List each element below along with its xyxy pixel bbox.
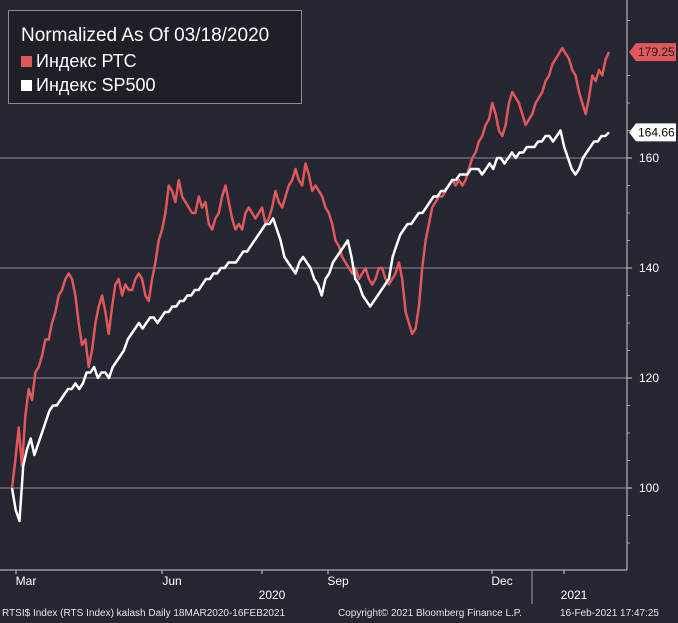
legend: Normalized As Of 03/18/2020 Индекс РТС И… [8,10,302,104]
x-tick-label: Sep [327,574,349,588]
x-tick-label: 2020 [259,588,286,602]
last-value-tag-1: 164.66 [629,123,676,142]
footer-copyright: Copyright© 2021 Bloomberg Finance L.P. [338,608,522,619]
chart-canvas: 100 120 140 160 Mar Jun 2020 Sep Dec 2021 179.25 16… [0,0,676,604]
legend-item-rts: Индекс РТС [21,51,137,72]
last-value-badge-0 [629,43,676,62]
series-line-0 [10,46,611,489]
x-tick-label: Jun [162,574,181,588]
y-tick-label: 100 [639,481,659,495]
footer: RTSI$ Index (RTS Index) kalash Daily 18M… [0,606,678,623]
last-value-tag-0: 179.25 [629,43,676,62]
legend-swatch-rts [21,56,32,67]
y-tick-label: 140 [639,261,659,275]
footer-timestamp: 16-Feb-2021 17:47:25 [560,608,659,619]
legend-item-sp500: Индекс SP500 [21,75,156,96]
series-line-1 [10,129,610,523]
y-tick-label: 120 [639,371,659,385]
last-value-badge-1 [629,123,676,142]
x-tick-label: Mar [16,574,37,588]
footer-source: RTSI$ Index (RTS Index) kalash Daily 18M… [2,608,286,619]
last-value-label: 164.66 [638,125,675,139]
legend-swatch-sp500 [21,80,32,91]
legend-label-sp500: Индекс SP500 [36,75,156,95]
last-value-label: 179.25 [638,45,675,59]
legend-label-rts: Индекс РТС [36,51,137,71]
y-tick-label: 160 [639,151,659,165]
x-tick-label: Dec [491,574,512,588]
x-tick-label: 2021 [561,588,588,602]
chart-title: Normalized As Of 03/18/2020 [21,25,270,46]
